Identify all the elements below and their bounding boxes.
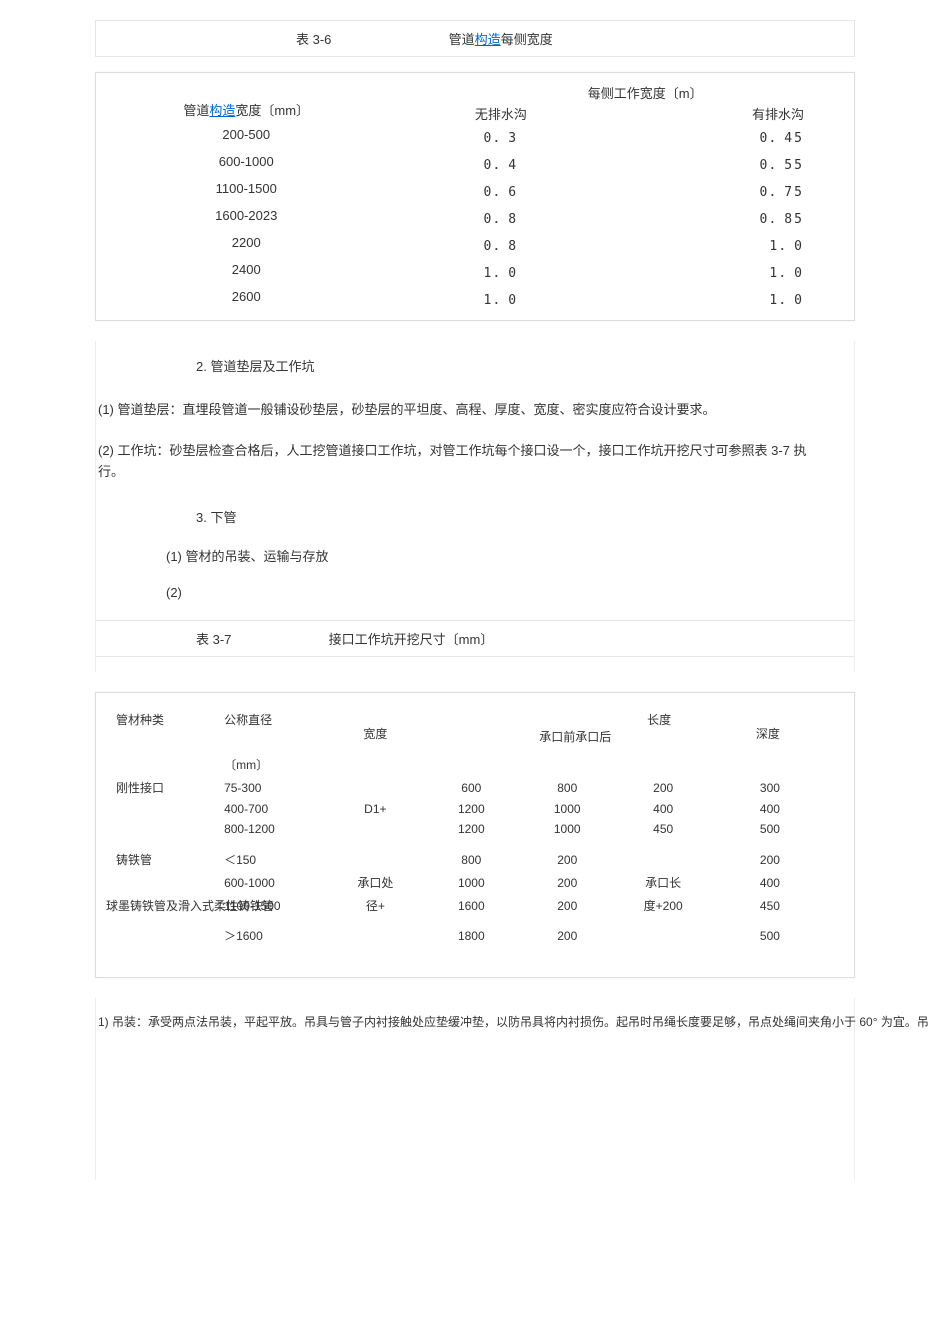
table-row: 铸铁管 ＜150 800 200 200 [106,848,844,871]
caption-prefix: 管道 [449,32,475,47]
t37-header-length: 长度 承口前承口后 [519,711,711,745]
table-3-7: 管材种类 公称直径 宽度 长度 承口前承口后 深度 [95,692,855,978]
section-3-item-2: (2) [96,575,854,610]
caption-link[interactable]: 构造 [475,32,501,47]
table-row: 2200 0．8 1．0 [106,231,844,258]
table-row: ＞1600 1800 200 500 [106,917,844,947]
table-3-7-caption: 表 3-7 接口工作坑开挖尺寸〔mm〕 [96,620,854,657]
caption-suffix: 每侧宽度 [501,32,553,47]
table-row: 1100-1500 0．6 0．75 [106,177,844,204]
table-row: 400-700 D1+ 1200 1000 400 400 [106,799,844,819]
table-row: 2400 1．0 1．0 [106,258,844,285]
bottom-note: 1) 吊装：承受两点法吊装，平起平放。吊具与管子内衬接触处应垫缓冲垫，以防吊具将… [95,998,855,1180]
group-header: 每侧工作宽度〔m〕 [416,81,874,104]
col-header-link[interactable]: 构造 [209,103,235,118]
table-row: 2600 1．0 1．0 [106,285,844,312]
section-3-heading: 3. 下管 [96,492,854,536]
table-row: 800-1200 1200 1000 450 500 [106,819,844,848]
col-no-drain: 无排水沟 [386,104,615,123]
table-row: 〔mm〕 [106,753,844,776]
table-row: 球墨铸铁管及滑入式柔性铸铁管 1100-1500 径+ 1600 200 度+2… [106,894,844,917]
section-3-item-1: (1) 管材的吊装、运输与存放 [96,536,854,575]
t37-header-width: 宽度 [327,711,423,745]
t37-header-depth: 深度 [711,711,785,745]
section-2: 2. 管道垫层及工作坑 (1) 管道垫层：直埋段管道一般铺设砂垫层，砂垫层的平坦… [95,341,855,672]
t37-header-type: 管材种类 [106,711,224,745]
table-3-6: 管道构造宽度〔mm〕 每侧工作宽度〔m〕 无排水沟 有排水沟 200-500 0… [95,72,855,321]
section-2-para-1: (1) 管道垫层：直埋段管道一般铺设砂垫层，砂垫层的平坦度、高程、厚度、宽度、密… [96,390,854,431]
group1-type: 刚性接口 [106,779,224,796]
table-row: 200-500 0．3 0．45 [106,123,844,150]
table-row: 600-1000 承口处 1000 200 承口长 400 [106,871,844,894]
col-header-width: 管道构造宽度〔mm〕 [106,86,386,119]
section-2-heading: 2. 管道垫层及工作坑 [96,341,854,390]
t37-header-dia: 公称直径 [224,711,327,745]
section-2-para-2: (2) 工作坑：砂垫层检查合格后，人工挖管道接口工作坑，对管工作坑每个接口设一个… [96,431,854,493]
col-drain: 有排水沟 [615,104,844,123]
table-3-6-caption: 表 3-6 管道构造每侧宽度 [95,20,855,57]
table-row: 600-1000 0．4 0．55 [106,150,844,177]
table-row: 刚性接口 75-300 600 800 200 300 [106,776,844,799]
table-row: 1600-2023 0．8 0．85 [106,204,844,231]
document-page: 表 3-6 管道构造每侧宽度 管道构造宽度〔mm〕 每侧工作宽度〔m〕 无排水沟… [0,20,950,1180]
table-number: 表 3-6 [296,32,331,47]
